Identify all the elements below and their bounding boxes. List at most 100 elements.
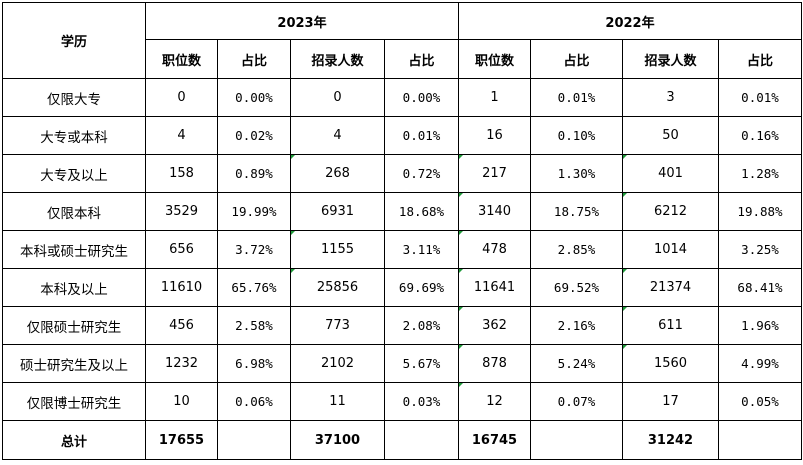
table-cell: 0.00% xyxy=(217,78,291,117)
table-cell: 65.76% xyxy=(217,268,291,307)
total-row: 总计 17655 37100 16745 31242 xyxy=(2,420,802,460)
table-cell: 1.28% xyxy=(718,154,802,193)
col-header-recruits-2023: 招录人数 xyxy=(290,39,385,79)
table-cell: 0.72% xyxy=(384,154,459,193)
table-cell: 878 xyxy=(458,344,531,383)
total-cell xyxy=(530,420,623,460)
col-header-positions-2022: 职位数 xyxy=(458,39,531,79)
education-level-cell: 仅限硕士研究生 xyxy=(2,306,146,345)
table-cell: 18.75% xyxy=(530,192,623,231)
table-row: 仅限本科 3529 19.99% 6931 18.68% 3140 18.75% 6212 19… xyxy=(2,192,802,231)
table-cell: 217 xyxy=(458,154,531,193)
table-cell: 21374 xyxy=(622,268,719,307)
table-cell: 2.58% xyxy=(217,306,291,345)
table-cell: 158 xyxy=(145,154,218,193)
table-cell: 69.52% xyxy=(530,268,623,307)
table-cell: 401 xyxy=(622,154,719,193)
total-cell xyxy=(384,420,459,460)
education-level-cell: 仅限博士研究生 xyxy=(2,382,146,421)
table-cell: 0.89% xyxy=(217,154,291,193)
table-cell: 0.10% xyxy=(530,116,623,155)
table-cell: 25856 xyxy=(290,268,385,307)
table-cell: 0.01% xyxy=(530,78,623,117)
table-cell: 0.07% xyxy=(530,382,623,421)
header-education: 学历 xyxy=(2,2,146,79)
table-cell: 268 xyxy=(290,154,385,193)
table-cell: 10 xyxy=(145,382,218,421)
education-level-cell: 仅限本科 xyxy=(2,192,146,231)
table-cell: 456 xyxy=(145,306,218,345)
table-cell: 0.03% xyxy=(384,382,459,421)
table-cell: 1232 xyxy=(145,344,218,383)
table-cell: 0 xyxy=(145,78,218,117)
table-cell: 2.08% xyxy=(384,306,459,345)
table-cell: 4 xyxy=(145,116,218,155)
table-cell: 68.41% xyxy=(718,268,802,307)
table-row: 仅限博士研究生 10 0.06% 11 0.03% 12 0.07% 17 0.05% xyxy=(2,382,802,421)
table-cell: 0.06% xyxy=(217,382,291,421)
total-cell: 16745 xyxy=(458,420,531,460)
table-cell: 1.96% xyxy=(718,306,802,345)
table-cell: 12 xyxy=(458,382,531,421)
table-row: 大专及以上 158 0.89% 268 0.72% 217 1.30% 401 1.28% xyxy=(2,154,802,193)
table-cell: 17 xyxy=(622,382,719,421)
table-row: 本科及以上 11610 65.76% 25856 69.69% 11641 69.52% 21… xyxy=(2,268,802,307)
table-cell: 2102 xyxy=(290,344,385,383)
table-row: 仅限硕士研究生 456 2.58% 773 2.08% 362 2.16% 611 1.96% xyxy=(2,306,802,345)
total-label: 总计 xyxy=(2,420,146,460)
education-level-cell: 本科及以上 xyxy=(2,268,146,307)
table-cell: 6212 xyxy=(622,192,719,231)
table-cell: 3140 xyxy=(458,192,531,231)
table-row: 大专或本科 4 0.02% 4 0.01% 16 0.10% 50 0.16% xyxy=(2,116,802,155)
table-cell: 773 xyxy=(290,306,385,345)
table-cell: 3.11% xyxy=(384,230,459,269)
table-cell: 0.01% xyxy=(384,116,459,155)
col-header-positions-2023: 职位数 xyxy=(145,39,218,79)
table-row: 本科或硕士研究生 656 3.72% 1155 3.11% 478 2.85% 1014 3.2… xyxy=(2,230,802,269)
table-cell: 11 xyxy=(290,382,385,421)
table-cell: 69.69% xyxy=(384,268,459,307)
table-cell: 5.67% xyxy=(384,344,459,383)
table-cell: 3.72% xyxy=(217,230,291,269)
total-cell: 17655 xyxy=(145,420,218,460)
header-year-2022: 2022年 xyxy=(458,2,802,40)
col-header-recruit-share-2022: 占比 xyxy=(718,39,802,79)
table-cell: 2.85% xyxy=(530,230,623,269)
table-cell: 0.05% xyxy=(718,382,802,421)
education-level-cell: 仅限大专 xyxy=(2,78,146,117)
table-cell: 4.99% xyxy=(718,344,802,383)
col-header-share-2022: 占比 xyxy=(530,39,623,79)
table-row: 仅限大专 0 0.00% 0 0.00% 1 0.01% 3 0.01% xyxy=(2,78,802,117)
table-cell: 1014 xyxy=(622,230,719,269)
table-cell: 362 xyxy=(458,306,531,345)
table-cell: 11641 xyxy=(458,268,531,307)
table-cell: 50 xyxy=(622,116,719,155)
table-cell: 11610 xyxy=(145,268,218,307)
table-cell: 478 xyxy=(458,230,531,269)
table-cell: 4 xyxy=(290,116,385,155)
table-cell: 0.00% xyxy=(384,78,459,117)
table-cell: 1560 xyxy=(622,344,719,383)
table-cell: 611 xyxy=(622,306,719,345)
table-cell: 19.88% xyxy=(718,192,802,231)
table-cell: 1.30% xyxy=(530,154,623,193)
education-level-cell: 硕士研究生及以上 xyxy=(2,344,146,383)
total-cell: 31242 xyxy=(622,420,719,460)
table-cell: 3.25% xyxy=(718,230,802,269)
header-row-years: 学历 2023年 2022年 xyxy=(2,2,802,79)
table-cell: 0.16% xyxy=(718,116,802,155)
total-cell: 37100 xyxy=(290,420,385,460)
col-header-share-2023: 占比 xyxy=(217,39,291,79)
table-row: 硕士研究生及以上 1232 6.98% 2102 5.67% 878 5.24% 1560 4.… xyxy=(2,344,802,383)
col-header-recruit-share-2023: 占比 xyxy=(384,39,459,79)
header-year-2023: 2023年 xyxy=(145,2,459,40)
total-cell xyxy=(217,420,291,460)
table-cell: 5.24% xyxy=(530,344,623,383)
total-cell xyxy=(718,420,802,460)
table-cell: 1 xyxy=(458,78,531,117)
table-cell: 6931 xyxy=(290,192,385,231)
col-header-recruits-2022: 招录人数 xyxy=(622,39,719,79)
table-cell: 0.02% xyxy=(217,116,291,155)
table-cell: 1155 xyxy=(290,230,385,269)
